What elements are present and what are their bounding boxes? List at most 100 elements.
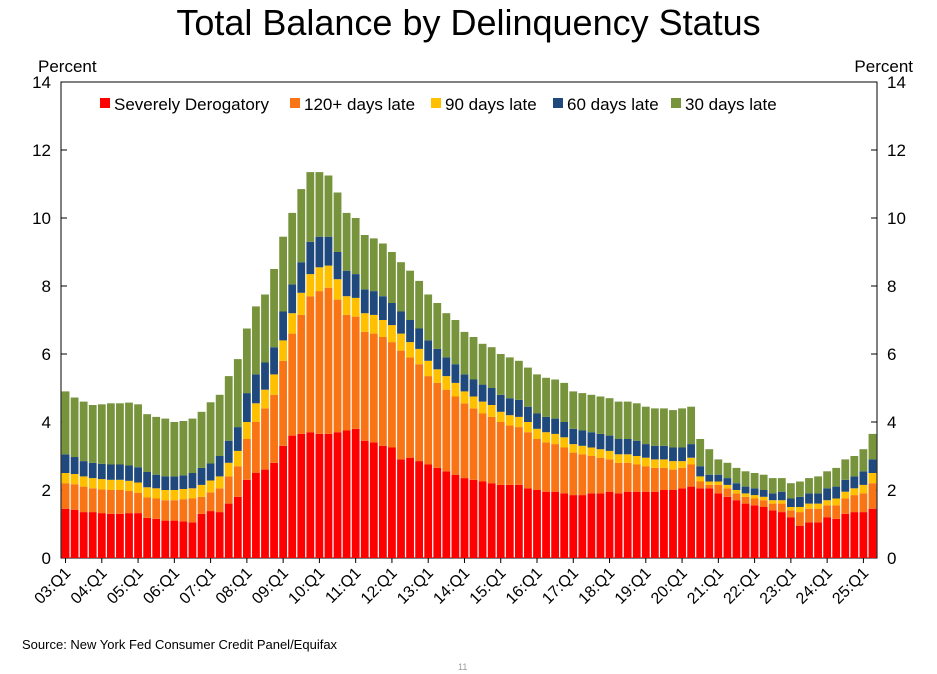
bar-segment <box>116 403 124 465</box>
bar-segment <box>297 292 306 315</box>
bar-segment <box>759 496 768 501</box>
x-tick-label: 07:Q1 <box>177 565 220 608</box>
bar-segment <box>315 172 324 237</box>
bar-segment <box>261 408 269 470</box>
bar-segment <box>841 479 850 492</box>
bar-segment <box>786 498 795 507</box>
bar-segment <box>777 478 786 492</box>
bar-segment <box>261 294 269 363</box>
bar-segment <box>224 376 233 441</box>
bar-segment <box>270 269 278 348</box>
bar-segment <box>687 406 696 445</box>
bar-segment <box>460 391 469 404</box>
bar-segment <box>315 433 324 558</box>
x-tick-label: 03:Q1 <box>32 565 75 608</box>
bar-segment <box>850 495 859 513</box>
bar-segment <box>596 449 605 458</box>
bar-segment <box>660 445 668 460</box>
bar-segment <box>832 467 841 487</box>
bar-segment <box>759 500 768 507</box>
bar-segment <box>351 428 360 558</box>
bar-segment <box>469 337 478 380</box>
bar-segment <box>369 442 378 558</box>
bar-segment <box>587 394 596 433</box>
bar-segment <box>70 397 79 458</box>
bar-segment <box>868 508 877 558</box>
bar-segment <box>524 406 532 422</box>
bar-segment <box>832 505 841 519</box>
bar-segment <box>451 382 460 397</box>
bar-segment <box>233 359 242 428</box>
bar-segment <box>850 476 859 489</box>
bar-segment <box>469 379 478 397</box>
bar-segment <box>125 465 133 481</box>
bar-segment <box>551 379 560 419</box>
bar-segment <box>351 218 360 275</box>
bar-segment <box>224 476 233 504</box>
bar-segment <box>134 513 142 558</box>
bar-segment <box>324 236 333 266</box>
bar-segment <box>88 462 97 479</box>
bar-segment <box>179 475 188 489</box>
bar-segment <box>505 415 514 426</box>
bar-segment <box>179 521 188 558</box>
bar-segment <box>388 325 396 343</box>
bar-segment <box>641 466 650 492</box>
bar-segment <box>397 350 405 460</box>
bar-segment <box>424 376 433 465</box>
bar-segment <box>796 525 804 558</box>
bar-segment <box>868 433 877 460</box>
bar-segment <box>288 435 297 558</box>
x-tick-label: 15:Q1 <box>467 565 510 608</box>
bar-segment <box>632 464 641 492</box>
bar-segment <box>224 440 233 463</box>
bar-segment <box>406 342 414 358</box>
bar-segment <box>97 479 106 490</box>
bar-segment <box>215 512 224 558</box>
bar-segment <box>533 439 541 490</box>
bar-segment <box>551 433 560 445</box>
bar-segment <box>478 413 487 482</box>
bar-segment <box>514 427 523 485</box>
bar-segment <box>841 459 850 480</box>
y-tick-label-left: 2 <box>42 481 51 500</box>
bar-segment <box>188 473 197 489</box>
bar-segment <box>868 483 877 509</box>
bar-segment <box>805 478 813 494</box>
bar-segment <box>551 418 560 434</box>
bar-segment <box>70 484 79 510</box>
bar-segment <box>814 522 822 558</box>
bar-segment <box>288 284 297 314</box>
bar-segment <box>560 382 569 422</box>
bar-segment <box>161 500 170 521</box>
bar-segment <box>297 433 306 558</box>
bar-segment <box>143 487 152 498</box>
bar-segment <box>705 481 714 485</box>
bar-segment <box>786 510 795 518</box>
bar-segment <box>859 471 868 485</box>
bar-segment <box>170 476 179 490</box>
bar-segment <box>197 496 206 514</box>
bar-segment <box>714 459 723 475</box>
bar-segment <box>233 466 242 497</box>
bar-segment <box>805 503 813 509</box>
bar-segment <box>814 476 822 494</box>
bar-segment <box>342 430 351 558</box>
bar-segment <box>242 422 251 439</box>
y-axis-label-left: Percent <box>38 57 97 76</box>
bar-segment <box>170 520 179 558</box>
bar-segment <box>669 461 677 470</box>
bar-segment <box>741 503 750 558</box>
bar-segment <box>578 454 587 496</box>
bar-segment <box>143 517 152 558</box>
bar-segment <box>451 396 460 475</box>
bar-segment <box>714 484 723 494</box>
bar-segment <box>170 422 179 477</box>
bar-segment <box>442 471 451 558</box>
bar-segment <box>777 500 786 504</box>
bar-segment <box>252 374 260 404</box>
bar-segment <box>125 480 133 492</box>
bar-segment <box>134 492 142 514</box>
bar-segment <box>306 241 315 275</box>
y-tick-label-left: 4 <box>42 413 51 432</box>
